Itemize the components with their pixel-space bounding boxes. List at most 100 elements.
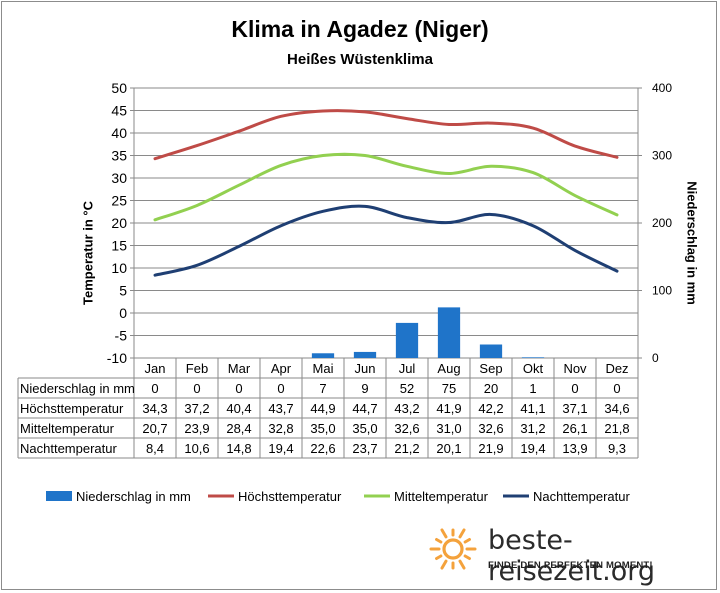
table-cell: 0 <box>571 381 578 396</box>
table-cell: 26,1 <box>562 421 587 436</box>
table-cell: 0 <box>613 381 620 396</box>
x-tick-label: Dez <box>605 361 628 376</box>
table-cell: 23,7 <box>352 441 377 456</box>
table-cell: 21,9 <box>478 441 503 456</box>
chart-title: Klima in Agadez (Niger) <box>231 16 489 42</box>
precipitation-bar <box>395 322 419 358</box>
table-row-header: Niederschlag in mm <box>20 381 135 396</box>
table-cell: 14,8 <box>226 441 251 456</box>
table-cell: 21,8 <box>604 421 629 436</box>
table-cell: 43,2 <box>394 401 419 416</box>
table-cell: 0 <box>193 381 200 396</box>
table-cell: 32,6 <box>394 421 419 436</box>
chart-subtitle: Heißes Wüstenklima <box>287 51 433 68</box>
table-cell: 40,4 <box>226 401 251 416</box>
table-cell: 31,2 <box>520 421 545 436</box>
table-cell: 19,4 <box>520 441 545 456</box>
table-cell: 19,4 <box>268 441 293 456</box>
table-cell: 9 <box>361 381 368 396</box>
table-cell: 35,0 <box>310 421 335 436</box>
table-cell: 9,3 <box>608 441 626 456</box>
mean-temp-line <box>153 152 619 222</box>
y-tick-label-left: 50 <box>111 80 127 96</box>
legend-entry: Mitteltemperatur <box>394 489 489 504</box>
precipitation-bar <box>311 353 335 358</box>
x-tick-label: Aug <box>437 361 460 376</box>
table-cell: 22,6 <box>310 441 335 456</box>
table-cell: 20,1 <box>436 441 461 456</box>
table-cell: 52 <box>400 381 414 396</box>
y-tick-label-left: 0 <box>119 305 127 321</box>
precipitation-bar <box>521 357 545 358</box>
table-cell: 75 <box>442 381 456 396</box>
x-tick-label: Nov <box>563 361 587 376</box>
y-tick-label-left: 10 <box>111 260 127 276</box>
legend-swatch <box>46 491 72 501</box>
table-cell: 37,2 <box>184 401 209 416</box>
table-cell: 34,6 <box>604 401 629 416</box>
table-cell: 21,2 <box>394 441 419 456</box>
x-tick-label: Mar <box>228 361 251 376</box>
x-tick-label: Feb <box>186 361 208 376</box>
table-row-header: Mitteltemperatur <box>20 421 115 436</box>
table-cell: 0 <box>235 381 242 396</box>
sun-ray <box>435 554 443 560</box>
sun-ray <box>463 538 471 544</box>
y-tick-label-left: 25 <box>111 193 127 209</box>
precipitation-bar <box>479 344 503 358</box>
table-cell: 7 <box>319 381 326 396</box>
precipitation-bar <box>437 307 461 358</box>
table-row-header: Höchsttemperatur <box>20 401 124 416</box>
table-cell: 23,9 <box>184 421 209 436</box>
table-cell: 32,8 <box>268 421 293 436</box>
table-cell: 35,0 <box>352 421 377 436</box>
y-tick-label-left: 20 <box>111 215 127 231</box>
y-tick-label-right: 400 <box>652 81 672 95</box>
y-tick-label-left: 35 <box>111 148 127 164</box>
table-cell: 34,3 <box>142 401 167 416</box>
table-cell: 41,1 <box>520 401 545 416</box>
sun-ray <box>440 559 448 570</box>
brand-logo[interactable]: beste-reisezeit.org FINDE DEN PERFEKTEN … <box>428 520 718 587</box>
sun-icon <box>429 528 477 570</box>
y-tick-label-right: 300 <box>652 149 672 163</box>
table-cell: 28,4 <box>226 421 251 436</box>
sun-ray <box>440 528 448 539</box>
y-tick-label-left: 30 <box>111 170 127 186</box>
legend-entry: Nachttemperatur <box>533 489 630 504</box>
y-tick-label-left: -10 <box>107 350 127 366</box>
y-tick-label-right: 0 <box>652 351 659 365</box>
y-tick-label-right: 100 <box>652 284 672 298</box>
x-tick-label: Jul <box>399 361 416 376</box>
max-temp-line <box>153 109 619 161</box>
table-cell: 20,7 <box>142 421 167 436</box>
y-tick-label-left: 15 <box>111 238 127 254</box>
legend-entry: Höchsttemperatur <box>238 489 342 504</box>
x-tick-label: Jan <box>145 361 166 376</box>
x-tick-label: Okt <box>523 361 544 376</box>
brand-name: beste-reisezeit.org <box>488 525 656 587</box>
sun-ray <box>458 528 466 539</box>
table-cell: 13,9 <box>562 441 587 456</box>
table-row-header: Nachttemperatur <box>20 441 117 456</box>
table-cell: 42,2 <box>478 401 503 416</box>
sun-ray <box>458 559 466 570</box>
y-tick-label-left: 45 <box>111 103 127 119</box>
table-cell: 43,7 <box>268 401 293 416</box>
legend-entry: Niederschlag in mm <box>76 489 191 504</box>
y-tick-label-left: 5 <box>119 283 127 299</box>
table-cell: 32,6 <box>478 421 503 436</box>
y-tick-label-left: 40 <box>111 125 127 141</box>
table-cell: 41,9 <box>436 401 461 416</box>
table-cell: 1 <box>529 381 536 396</box>
table-cell: 44,9 <box>310 401 335 416</box>
table-cell: 31,0 <box>436 421 461 436</box>
table-cell: 8,4 <box>146 441 164 456</box>
y-tick-label-right: 200 <box>652 216 672 230</box>
x-tick-label: Mai <box>313 361 334 376</box>
table-cell: 10,6 <box>184 441 209 456</box>
table-cell: 37,1 <box>562 401 587 416</box>
night-temp-line <box>153 204 619 277</box>
x-tick-label: Apr <box>271 361 292 376</box>
